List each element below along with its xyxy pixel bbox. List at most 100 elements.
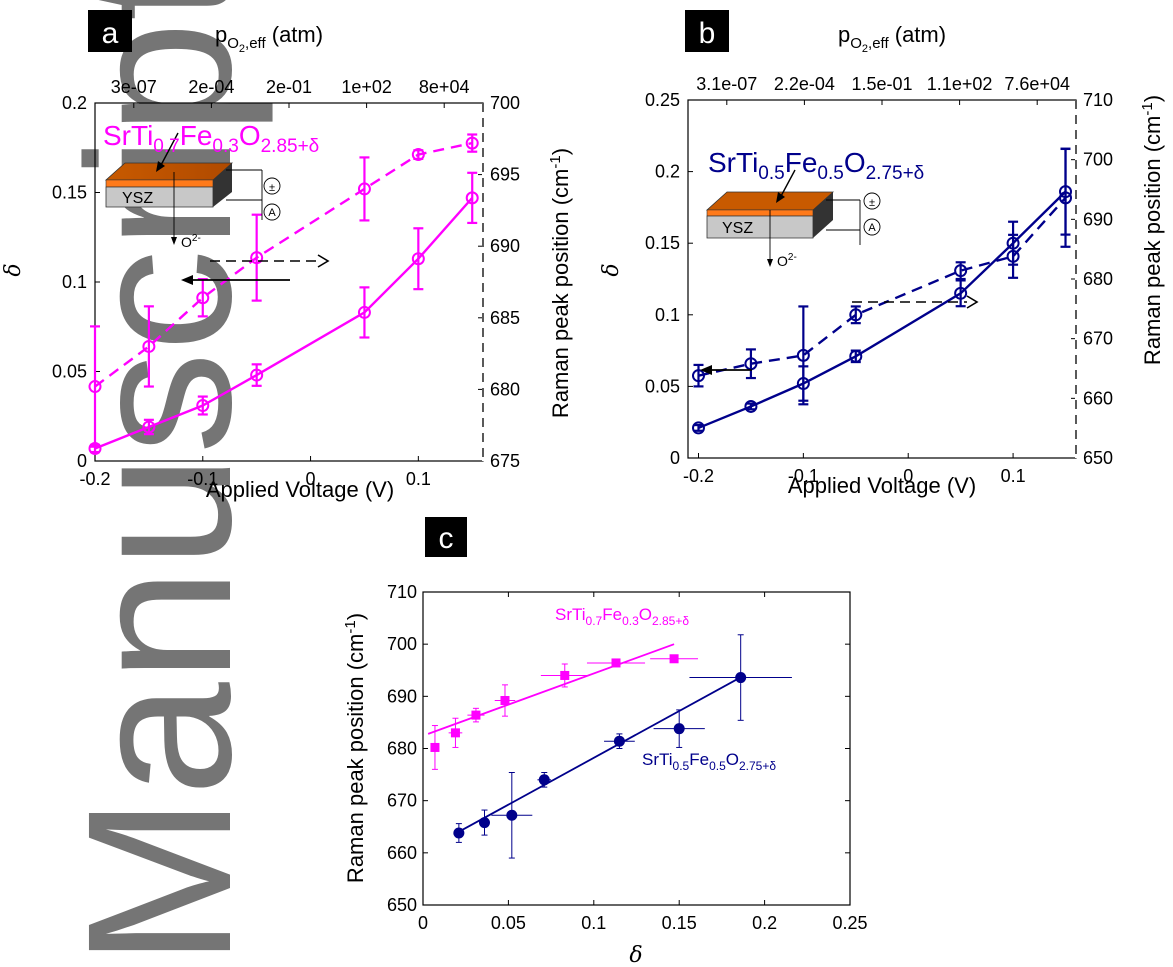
y-tick-label-left: 0.2: [655, 162, 680, 182]
panel-a-ylabel-left: δ: [1, 263, 26, 276]
data-point-circle: [613, 735, 625, 747]
data-point: [250, 368, 264, 382]
data-point: [691, 421, 705, 435]
panel-c: c 0 0.05 0.1 0.15 0.2 0.25 650 660 670 680 690 700 7…: [342, 517, 868, 967]
data-point-circle: [453, 827, 465, 839]
panel-b-inset-ysz: YSZ: [722, 220, 753, 237]
panel-b-top-axis-title: pO2,eff (atm): [838, 22, 946, 55]
panel-b-xlabel: Applied Voltage (V): [788, 473, 976, 498]
fit-line: [427, 643, 675, 735]
data-point: [88, 380, 102, 394]
y-tick-label: 690: [387, 686, 417, 706]
data-point-square: [430, 742, 440, 752]
data-point: [796, 348, 810, 362]
panel-c-label-pink: SrTi0.7Fe0.3O2.85+δ: [555, 605, 689, 628]
panel-a-inset-meter: A: [268, 207, 276, 219]
data-point: [465, 191, 479, 205]
panel-a-inset-source: ±: [269, 182, 275, 194]
data-point-circle: [506, 809, 518, 821]
data-point: [849, 308, 863, 322]
top-tick-label: 2e-01: [266, 77, 312, 97]
panel-a-ylabel-right: Raman peak position (cm-1): [547, 148, 573, 418]
panel-b-ylabel-right: Raman peak position (cm-1): [1139, 95, 1165, 365]
panel-a-inset-ion: O2-: [181, 233, 201, 250]
svg-text:pO2,eff (atm): pO2,eff (atm): [215, 22, 323, 55]
panel-a-xlabel: Applied Voltage (V): [206, 477, 394, 502]
x-tick-label: -0.1: [788, 466, 819, 486]
x-tick-label: 0.1: [581, 913, 606, 933]
data-point: [1059, 191, 1073, 205]
data-point-circle: [478, 817, 490, 829]
panel-b-formula: SrTi0.5Fe0.5O2.75+δ: [708, 147, 924, 184]
y-tick-label-left: 0: [77, 451, 87, 471]
y-tick-label-right: 710: [1083, 90, 1113, 110]
data-point: [465, 136, 479, 150]
x-tick-label: 0.2: [752, 913, 777, 933]
panel-c-xlabel: δ: [629, 943, 642, 967]
panel-b-tag: b: [699, 17, 716, 50]
panel-b-inset-cell: YSZ ± A O2-: [705, 169, 881, 269]
panel-c-series: [427, 634, 792, 859]
data-point-circle: [735, 672, 747, 684]
data-point: [357, 182, 371, 196]
panel-a-formula: SrTi0.7Fe0.3O2.85+δ: [103, 120, 319, 157]
x-tick-label: 0: [903, 466, 913, 486]
y-tick-label-right: 670: [1083, 329, 1113, 349]
y-tick-label: 700: [387, 634, 417, 654]
x-tick-label: -0.1: [187, 469, 218, 489]
y-tick-label: 670: [387, 791, 417, 811]
data-point-square: [471, 710, 481, 720]
y-tick-label-left: 0.05: [645, 376, 680, 396]
panel-a-arrows: [181, 254, 330, 285]
x-tick-label: 0.1: [1001, 466, 1026, 486]
y-tick-label-right: 680: [1083, 269, 1113, 289]
y-tick-label: 660: [387, 843, 417, 863]
panel-b-inset-source: ±: [869, 197, 875, 209]
data-point: [250, 251, 264, 265]
panel-b-series: [691, 147, 1073, 435]
top-tick-label: 1.1e+02: [927, 74, 993, 94]
data-point: [411, 252, 425, 266]
panel-b-ticks: -0.2 -0.1 0 0.1 0 0.05 0.1 0.15 0.2 0.25 650 660 670…: [645, 90, 1113, 486]
data-point-square: [611, 658, 621, 668]
panel-b-inset-meter: A: [868, 222, 876, 234]
data-point-square: [450, 728, 460, 738]
data-point: [196, 399, 210, 413]
data-point-square: [500, 696, 510, 706]
y-tick-label-left: 0.15: [52, 183, 87, 203]
fit-line: [453, 674, 745, 836]
panel-a-ticks: -0.2 -0.1 0 0.1 0 0.05 0.1 0.15 0.2 675 680 685 690 6…: [52, 93, 520, 489]
x-tick-label: 0: [306, 469, 316, 489]
svg-text:pO2,eff (atm): pO2,eff (atm): [838, 22, 946, 55]
panel-c-tag: c: [439, 522, 454, 555]
top-tick-label: 1e+02: [341, 77, 392, 97]
data-point: [744, 399, 758, 413]
panel-c-label-navy: SrTi0.5Fe0.5O2.75+δ: [642, 750, 776, 773]
y-tick-label-right: 650: [1083, 448, 1113, 468]
x-tick-label: -0.2: [683, 466, 714, 486]
y-tick-label-left: 0.1: [62, 272, 87, 292]
panel-c-axes-box: [422, 591, 851, 906]
data-point: [1006, 249, 1020, 263]
data-point: [849, 349, 863, 363]
panel-b: b pO2,eff (atm) 3.1e-07 2.2e-04 1.5e-01 1.1…: [599, 10, 1165, 498]
data-point: [954, 286, 968, 300]
top-tick-label: 1.5e-01: [851, 74, 912, 94]
x-tick-label: 0.1: [406, 469, 431, 489]
data-point: [196, 291, 210, 305]
y-tick-label-left: 0: [670, 448, 680, 468]
top-tick-label: 3.1e-07: [696, 74, 757, 94]
y-tick-label: 710: [387, 582, 417, 602]
panel-b-top-ticks: 3.1e-07 2.2e-04 1.5e-01 1.1e+02 7.6e+04: [696, 74, 1070, 105]
panel-a-tag: a: [102, 17, 119, 50]
x-tick-label: 0.25: [832, 913, 867, 933]
y-tick-label-right: 700: [490, 93, 520, 113]
panel-a-tag-box: [88, 10, 132, 52]
y-tick-label-right: 685: [490, 308, 520, 328]
data-point-square: [669, 654, 679, 664]
y-tick-label-left: 0.1: [655, 305, 680, 325]
x-tick-label: 0: [418, 913, 428, 933]
data-point-circle: [538, 774, 550, 786]
top-tick-label: 2e-04: [188, 77, 234, 97]
